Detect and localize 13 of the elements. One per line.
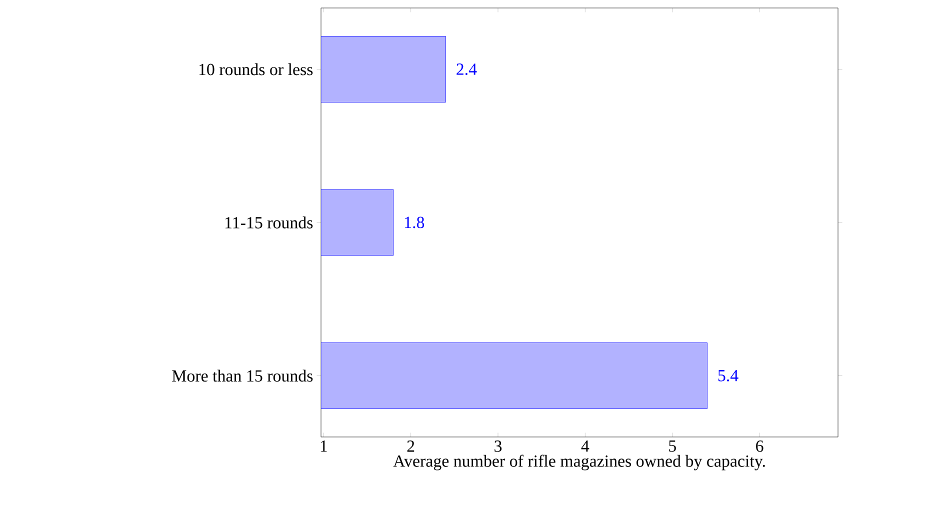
x-tick-label: 2 [407,440,414,452]
data-label: 2.4 [456,64,477,75]
data-label: 1.8 [405,216,424,228]
y-tick-label: 11-15 rounds [226,216,313,228]
x-tick-label: 3 [494,440,502,452]
x-axis-title: Average number of rifle magazines owned by capacity. [393,454,765,470]
x-tick-label: 4 [581,440,590,452]
x-tick-label: 5 [669,440,676,452]
y-tick-label: More than 15 rounds [172,370,313,382]
data-label: 5.4 [718,370,738,382]
x-tick-label: 1 [320,440,327,452]
y-tick-label: 10 rounds or less [199,63,313,76]
x-tick-label: 6 [756,440,764,452]
